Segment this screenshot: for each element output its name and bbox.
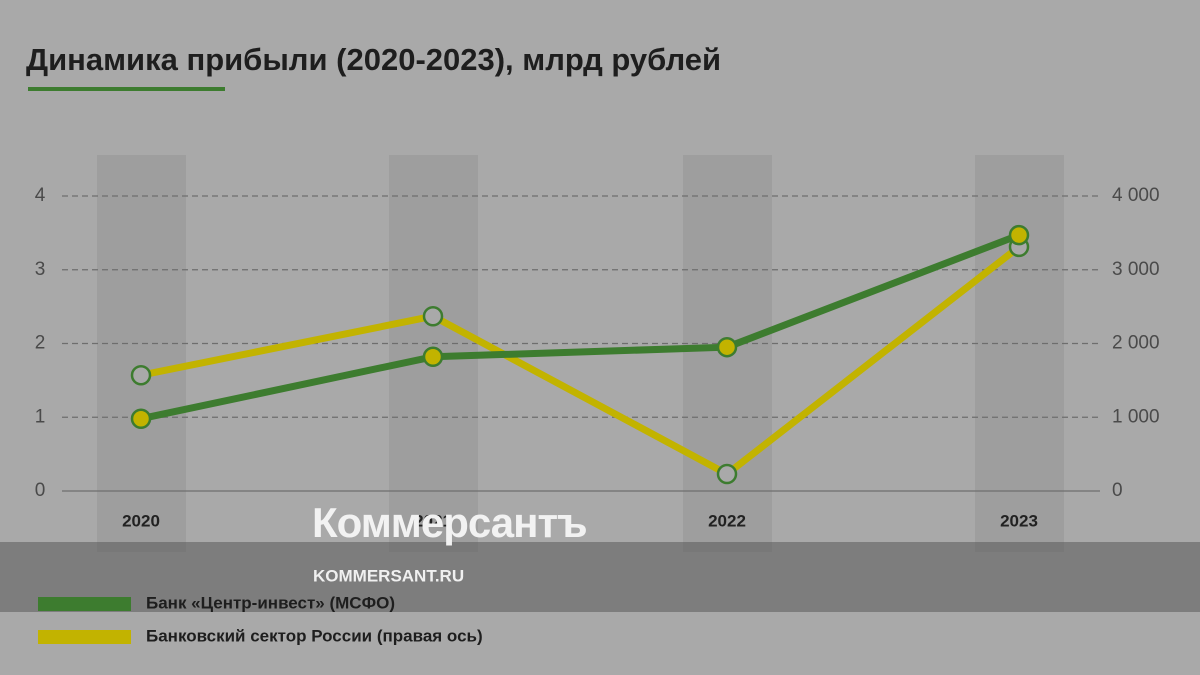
series-line <box>140 231 1021 423</box>
data-point <box>130 364 152 386</box>
watermark-band <box>0 542 1200 612</box>
title-underline <box>28 87 225 91</box>
y-tick-label: 1 <box>35 406 46 427</box>
category-band <box>975 155 1064 552</box>
data-point <box>422 305 444 327</box>
x-tick-label: 2021 <box>414 511 452 530</box>
data-point <box>1008 224 1030 246</box>
watermark-logo: Коммерсантъ <box>312 499 587 546</box>
y2-tick-label: 2 000 <box>1112 333 1160 354</box>
legend-label: Банковский сектор России (правая ось) <box>146 626 483 645</box>
x-tick-label: 2022 <box>708 511 746 530</box>
data-point <box>422 346 444 368</box>
y2-tick-label: 3 000 <box>1112 259 1160 280</box>
y-tick-label: 3 <box>35 259 46 280</box>
y-tick-label: 2 <box>35 333 46 354</box>
x-tick-label: 2023 <box>1000 511 1038 530</box>
y-tick-label: 4 <box>35 185 46 206</box>
legend-label: Банк «Центр-инвест» (МСФО) <box>146 593 395 612</box>
y2-tick-label: 4 000 <box>1112 185 1160 206</box>
legend-swatch <box>38 630 131 644</box>
data-point <box>716 463 738 485</box>
legend-swatch <box>38 597 131 611</box>
y2-tick-label: 1 000 <box>1112 406 1160 427</box>
data-point <box>716 336 738 358</box>
watermark-url: KOMMERSANT.RU <box>313 566 464 585</box>
y2-tick-label: 0 <box>1112 480 1123 501</box>
category-band <box>97 155 186 552</box>
data-point <box>130 408 152 429</box>
x-tick-label: 2020 <box>122 511 160 530</box>
y-tick-label: 0 <box>35 480 46 501</box>
chart-title: Динамика прибыли (2020-2023), млрд рубле… <box>26 42 721 77</box>
series-line <box>140 244 1022 478</box>
